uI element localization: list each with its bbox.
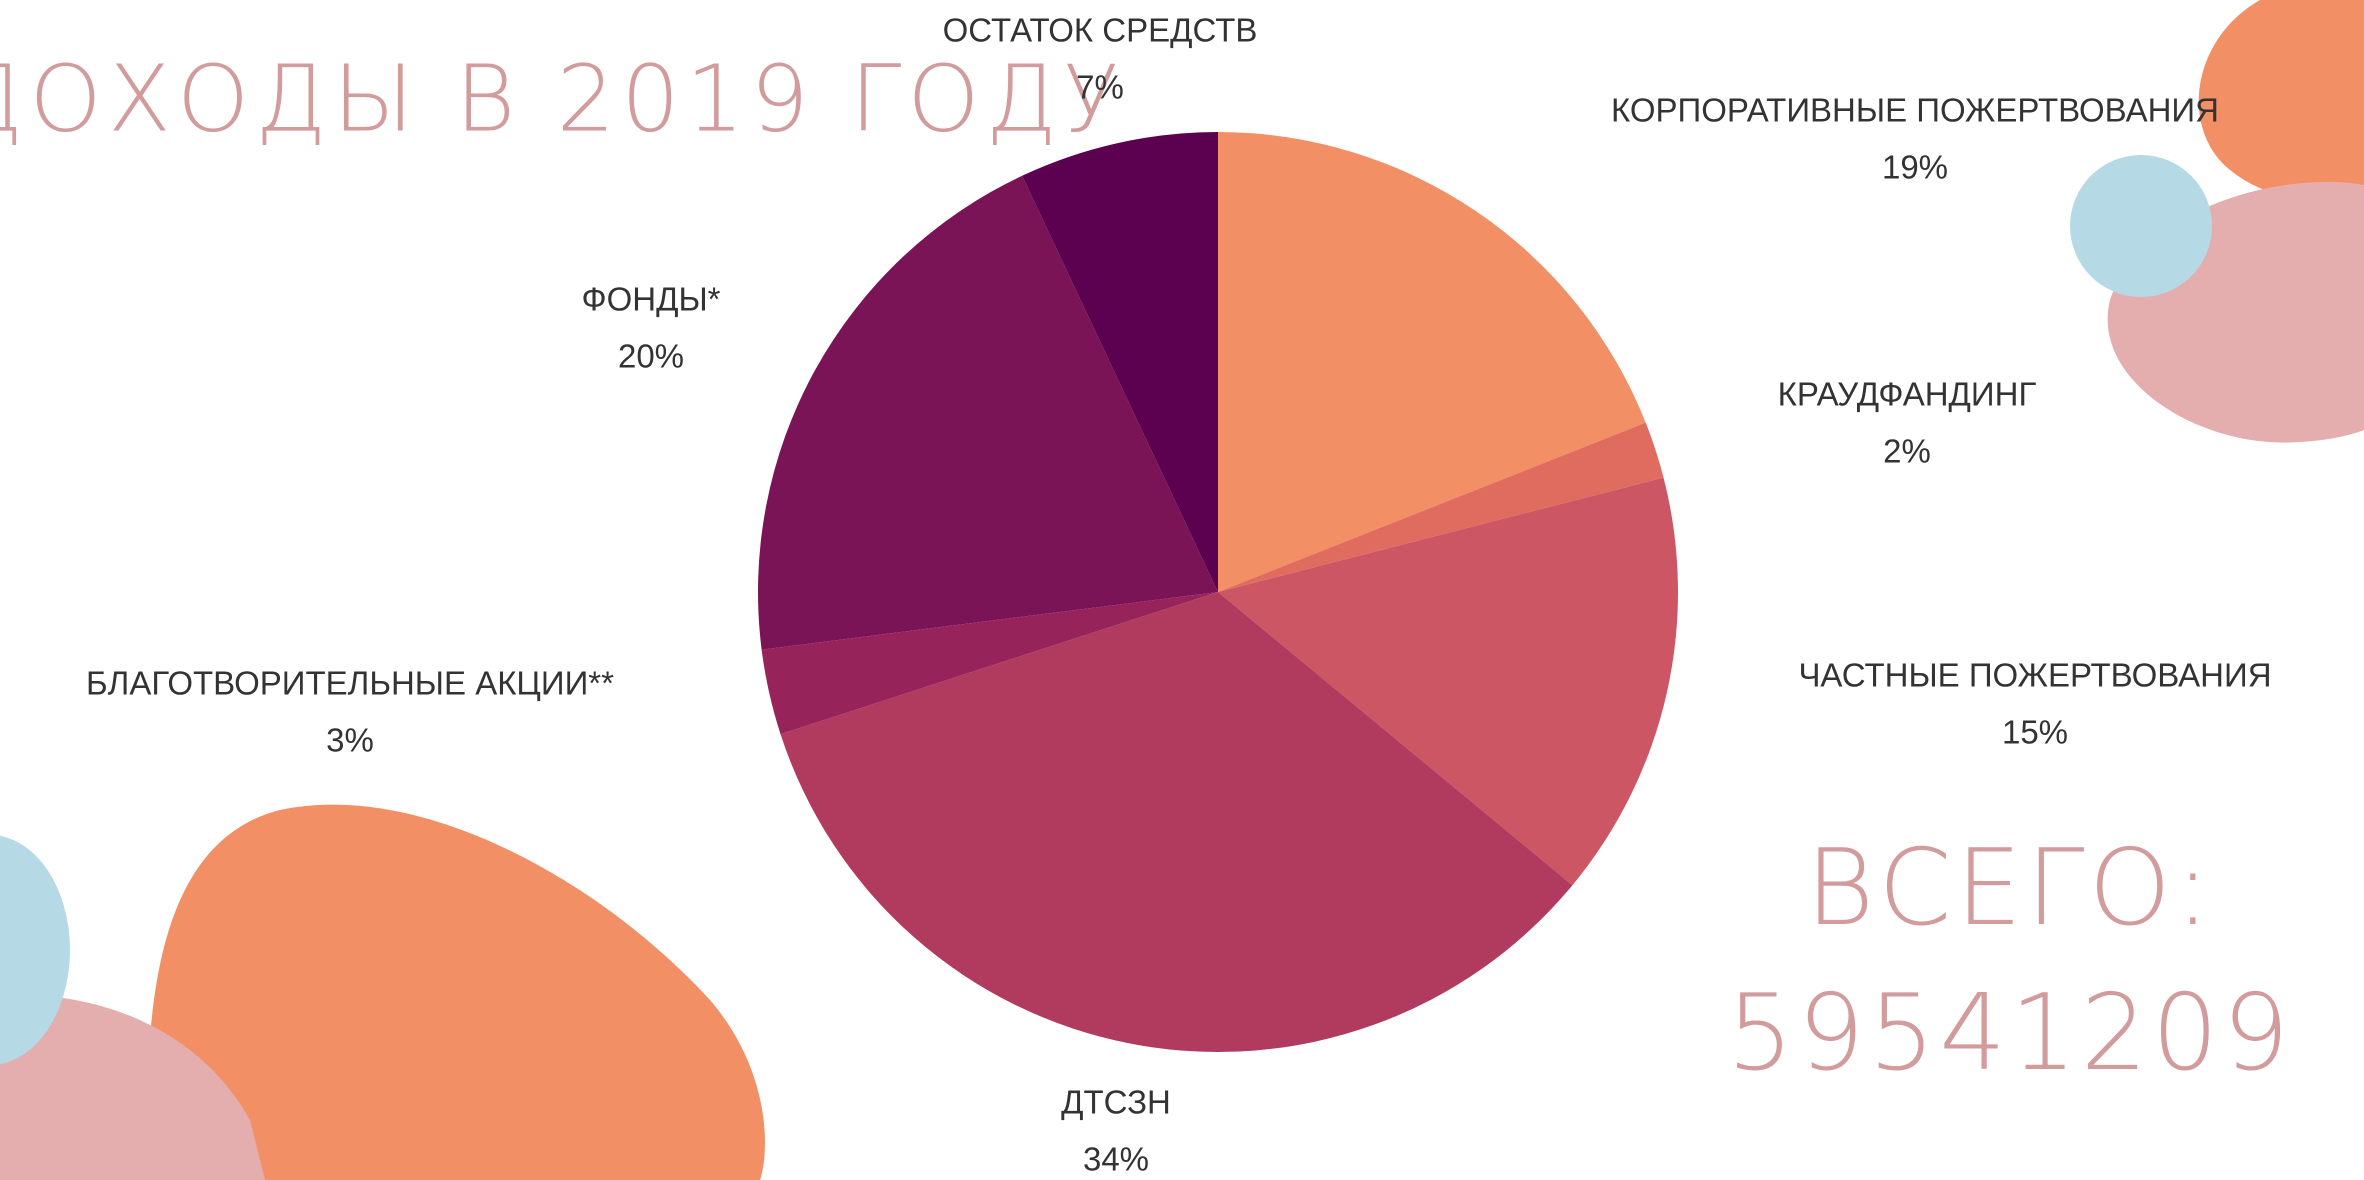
value-label: 20% (618, 338, 684, 375)
value-label: 19% (1882, 149, 1948, 186)
slice-label: КОРПОРАТИВНЫЕ ПОЖЕРТВОВАНИЯ (1611, 92, 2219, 129)
slice-label: ФОНДЫ* (582, 281, 721, 318)
value-label: 7% (1076, 69, 1124, 106)
slice-label: БЛАГОТВОРИТЕЛЬНЫЕ АКЦИИ** (86, 665, 614, 702)
annotation: 59541209 (1727, 972, 2293, 1094)
slice-label: ЧАСТНЫЕ ПОЖЕРТВОВАНИЯ (1798, 657, 2271, 694)
chart: ДОХОДЫ В 2019 ГОДУ ВСЕГО: 59541209 КОРПО… (0, 0, 2364, 1180)
slice-label: КРАУДФАНДИНГ (1778, 376, 2037, 413)
value-label: 2% (1883, 433, 1931, 470)
value-label: 34% (1083, 1141, 1149, 1178)
pie (758, 132, 1678, 1052)
slice-label: ОСТАТОК СРЕДСТВ (943, 12, 1258, 49)
chart-title: ДОХОДЫ В 2019 ГОДУ (0, 46, 1125, 153)
value-label: 3% (326, 722, 374, 759)
annotation: ВСЕГО: (1806, 827, 2215, 949)
value-label: 15% (2002, 714, 2068, 751)
slice-label: ДТСЗН (1061, 1084, 1171, 1121)
